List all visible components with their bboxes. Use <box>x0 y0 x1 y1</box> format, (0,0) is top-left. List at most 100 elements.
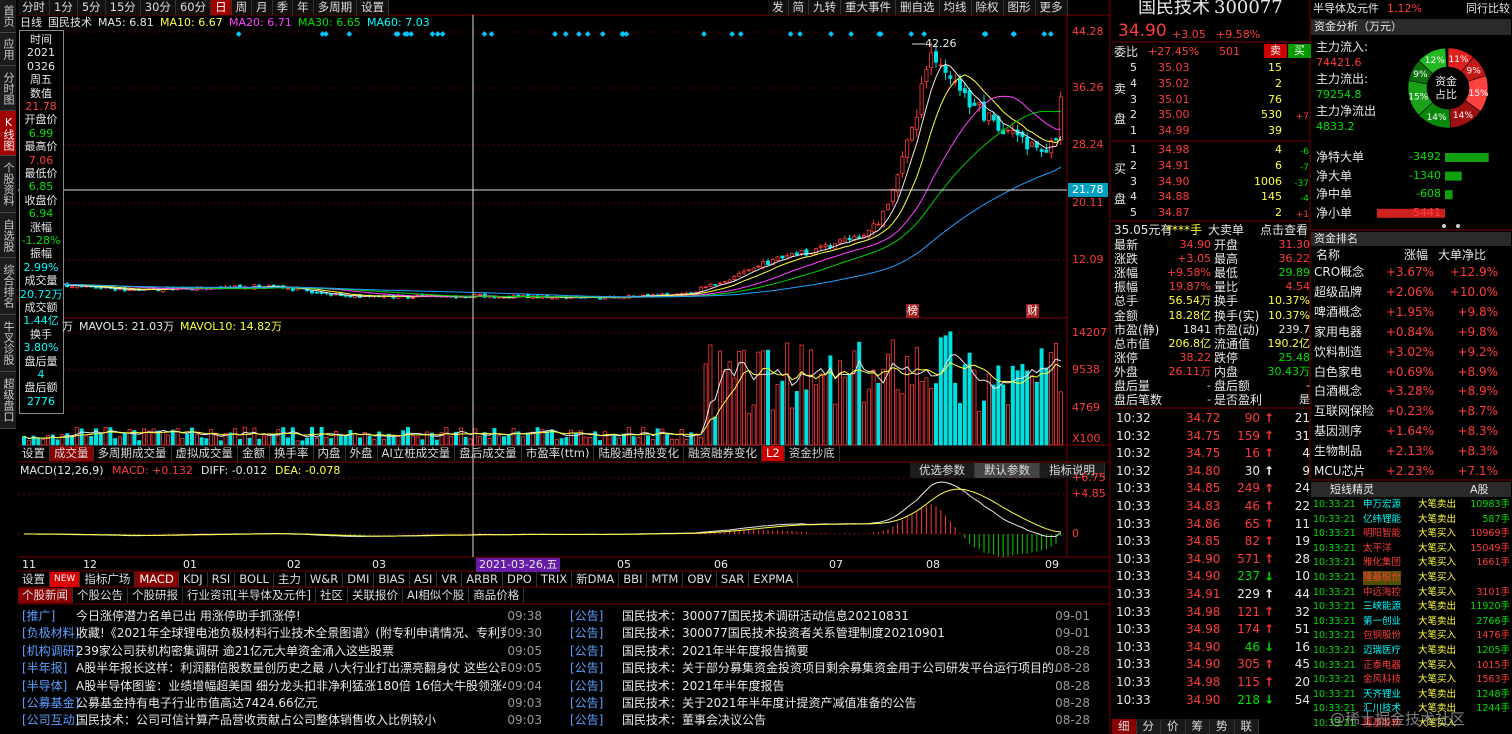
news-tab[interactable]: 关联报价 <box>348 588 403 603</box>
toolbar-action[interactable]: 九转 <box>809 0 841 15</box>
news-title[interactable]: 公募基金持有电子行业市值高达7424.66亿元 <box>76 696 318 710</box>
sidebar-tab[interactable]: 牛叉诊股 <box>0 315 16 372</box>
news-tab[interactable]: 个股研报 <box>128 588 183 603</box>
period-tab[interactable]: 年 <box>293 0 314 15</box>
market-select[interactable]: A股 <box>1470 483 1489 496</box>
sector-name[interactable]: 饮料制造 <box>1314 344 1363 359</box>
toolbar-action[interactable]: 均线 <box>940 0 972 15</box>
news-title[interactable]: 今日涨停潜力名单已出 用涨停助手抓涨停! <box>76 609 301 623</box>
indicator-tab[interactable]: AI立桩成交量 <box>378 446 456 461</box>
bottom-tab[interactable]: BOLL <box>235 572 274 587</box>
indicator-tab[interactable]: 融资融券变化 <box>684 446 762 461</box>
news-title[interactable]: A股半导体图鉴：业绩增幅超美国 细分龙头扣非净利猛涨180倍 16倍大牛股领涨4… <box>76 678 506 693</box>
sidebar-tab[interactable]: 个股资料 <box>0 156 16 213</box>
toolbar-action[interactable]: 删自选 <box>896 0 940 15</box>
detail-tab[interactable]: 联 <box>1235 719 1259 734</box>
indicator-tab[interactable]: 多周期成交量 <box>94 446 172 461</box>
period-tab[interactable]: 多周期 <box>314 0 358 15</box>
indicator-tab[interactable]: 盘后成交量 <box>455 446 522 461</box>
indicator-tab[interactable]: 陆股通持股变化 <box>594 446 684 461</box>
sidebar-tab[interactable]: 自选股 <box>0 213 16 258</box>
news-tab[interactable]: 个股公告 <box>73 588 128 603</box>
bottom-tab[interactable]: KDJ <box>179 572 208 587</box>
bottom-tab[interactable]: ARBR <box>462 572 503 587</box>
bottom-tab[interactable]: TRIX <box>537 572 573 587</box>
indicator-tab[interactable]: 成交量 <box>50 446 94 461</box>
column-header[interactable]: 大单净比 <box>1438 248 1487 262</box>
indicator-tab[interactable]: 资金抄底 <box>785 446 840 461</box>
indicator-tab[interactable]: 金额 <box>238 446 270 461</box>
toolbar-action[interactable]: 重大事件 <box>841 0 896 15</box>
toolbar-action[interactable]: 除权 <box>972 0 1004 15</box>
period-tab[interactable]: 设置 <box>357 0 390 15</box>
period-tab[interactable]: 季 <box>273 0 294 15</box>
period-tab[interactable]: 5分 <box>78 0 106 15</box>
big-order[interactable]: 点击查看 <box>1260 223 1309 237</box>
sector-name[interactable]: 基因测序 <box>1314 424 1363 439</box>
period-tab[interactable]: 60分 <box>176 0 212 15</box>
news-title[interactable]: 收藏!《2021年全球锂电池负极材料行业技术全景图谱》(附专利申请情况、专利竞.… <box>76 626 506 641</box>
news-tab[interactable]: 个股新闻 <box>18 588 73 603</box>
sector-name[interactable]: 白酒概念 <box>1314 384 1363 399</box>
sector-name[interactable]: 啤酒概念 <box>1314 304 1363 319</box>
period-tab[interactable]: 月 <box>252 0 273 15</box>
bottom-tab[interactable]: SAR <box>717 572 750 587</box>
bottom-tab[interactable]: 新DMA <box>572 572 620 587</box>
column-header[interactable]: 名称 <box>1316 248 1341 262</box>
sector-name[interactable]: 互联网保险 <box>1314 404 1375 419</box>
news-tab[interactable]: AI相似个股 <box>403 588 470 603</box>
bottom-tab[interactable]: W&R <box>306 572 344 587</box>
bottom-tab[interactable]: 主力 <box>274 572 306 587</box>
peer-button[interactable]: 同行比较 <box>1466 2 1510 15</box>
sector-name[interactable]: 家用电器 <box>1314 324 1363 339</box>
indicator-tab[interactable]: 设置 <box>18 446 50 461</box>
sidebar-tab[interactable]: 应用 <box>0 33 16 66</box>
indicator-tab[interactable]: 换手率 <box>270 446 314 461</box>
sector-name[interactable]: 白色家电 <box>1314 364 1363 379</box>
period-tab[interactable]: 30分 <box>141 0 176 15</box>
indicator-tab[interactable]: 内盘 <box>314 446 346 461</box>
news-title[interactable]: 国民技术：2021年半年度报告摘要 <box>622 643 809 658</box>
toolbar-action[interactable]: 发 <box>768 0 789 15</box>
period-tab[interactable]: 周 <box>232 0 253 15</box>
macd-button[interactable]: 优选参数 <box>910 463 975 478</box>
bottom-tab[interactable]: NEW <box>50 572 81 587</box>
news-title[interactable]: 国民技术：关于2021年半年度计提资产减值准备的公告 <box>622 696 917 710</box>
news-title[interactable]: 国民技术：董事会决议公告 <box>622 713 767 728</box>
sidebar-tab[interactable]: 分时图 <box>0 66 16 111</box>
sector-name[interactable]: 超级品牌 <box>1314 284 1363 299</box>
news-title[interactable]: 国民技术：300077国民技术调研活动信息20210831 <box>622 609 909 623</box>
bottom-tab[interactable]: ASI <box>410 572 438 587</box>
buy-button[interactable]: 买 <box>1288 44 1311 58</box>
news-tab[interactable]: 商品价格 <box>469 588 525 603</box>
period-tab[interactable]: 15分 <box>106 0 141 15</box>
indicator-tab[interactable]: 市盈率(ttm) <box>522 446 595 461</box>
news-title[interactable]: 国民技术：2021年半年度报告 <box>622 678 785 693</box>
news-title[interactable]: 国民技术：300077国民技术投资者关系管理制度20210901 <box>622 626 945 641</box>
bottom-tab[interactable]: BBI <box>619 572 648 587</box>
bottom-tab[interactable]: 指标广场 <box>80 572 136 587</box>
sell-button[interactable]: 卖 <box>1264 44 1287 58</box>
sector-name[interactable]: 生物制品 <box>1314 444 1363 459</box>
macd-button[interactable]: 指标说明 <box>1040 463 1105 478</box>
news-title[interactable]: 国民技术：公司可信计算产品营收贡献占公司整体销售收入比例较小 <box>76 713 437 728</box>
bottom-tab[interactable]: RSI <box>208 572 236 587</box>
toolbar-action[interactable]: 图形 <box>1004 0 1036 15</box>
bottom-tab[interactable]: DPO <box>503 572 537 587</box>
bottom-tab[interactable]: MTM <box>647 572 684 587</box>
toolbar-action[interactable]: 简 <box>789 0 809 15</box>
sector-name[interactable]: MCU芯片 <box>1314 464 1366 478</box>
news-title[interactable]: A股半年报长这样：利润翻倍股数量创历史之最 八大行业打出漂亮翻身仗 这些公司..… <box>76 661 506 676</box>
bottom-tab[interactable]: BIAS <box>374 572 410 587</box>
macd-button[interactable]: 默认参数 <box>975 463 1040 478</box>
period-tab[interactable]: 日 <box>211 0 232 15</box>
column-header[interactable]: 涨幅 <box>1404 248 1429 262</box>
news-title[interactable]: 239家公司获机构密集调研 逾21亿元大单资金涌入这些股票 <box>76 643 394 658</box>
bottom-tab[interactable]: MACD <box>135 572 179 587</box>
sidebar-tab[interactable]: 综合排名 <box>0 258 16 315</box>
detail-tab[interactable]: 细 <box>1112 719 1137 734</box>
news-tab[interactable]: 社区 <box>316 588 348 603</box>
bottom-tab[interactable]: OBV <box>683 572 717 587</box>
bottom-tab[interactable]: VR <box>437 572 463 587</box>
period-tab[interactable]: 1分 <box>50 0 78 15</box>
